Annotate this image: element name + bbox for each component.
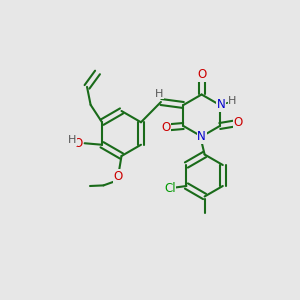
Text: N: N <box>217 98 226 112</box>
Text: H: H <box>68 135 76 145</box>
Text: O: O <box>73 137 82 150</box>
Text: H: H <box>228 96 237 106</box>
Text: N: N <box>197 130 206 143</box>
Text: O: O <box>114 170 123 183</box>
Text: O: O <box>161 121 171 134</box>
Text: O: O <box>233 116 242 130</box>
Text: Cl: Cl <box>164 182 176 195</box>
Text: O: O <box>197 68 206 82</box>
Text: H: H <box>155 88 164 99</box>
